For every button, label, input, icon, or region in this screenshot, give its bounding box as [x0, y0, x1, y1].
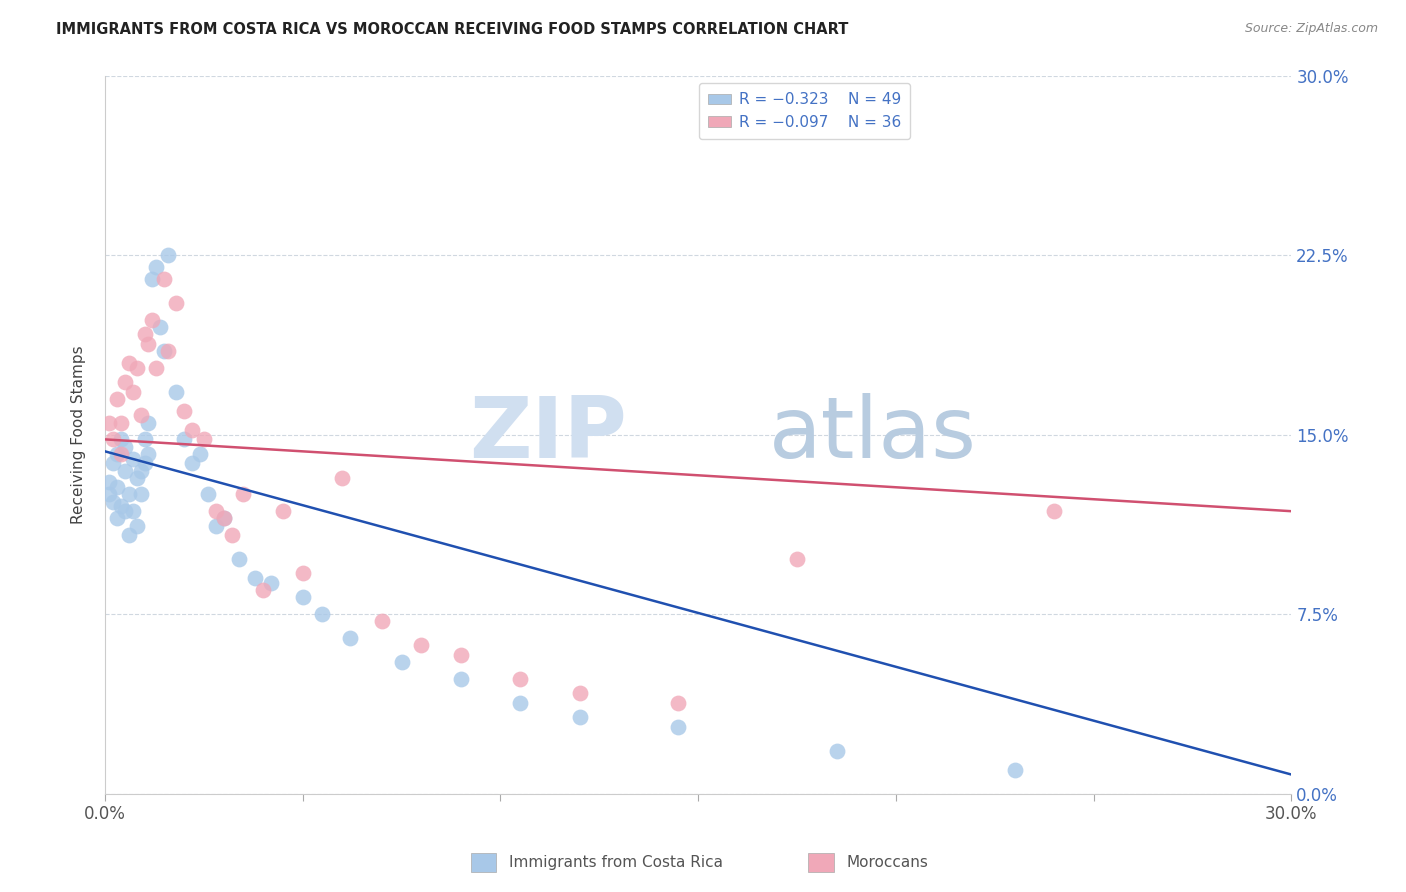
- Point: [204, 504, 226, 518]
- Point: [134, 327, 156, 342]
- Point: [138, 336, 160, 351]
- Point: [118, 356, 141, 370]
- Point: [97, 475, 120, 490]
- Point: [145, 260, 167, 274]
- Point: [568, 686, 591, 700]
- Point: [114, 375, 136, 389]
- Point: [138, 416, 160, 430]
- Point: [118, 528, 141, 542]
- Point: [330, 471, 353, 485]
- Point: [114, 440, 136, 454]
- Point: [121, 451, 143, 466]
- Point: [173, 433, 195, 447]
- Point: [450, 648, 472, 662]
- Point: [212, 511, 235, 525]
- Text: atlas: atlas: [769, 393, 977, 476]
- Point: [568, 710, 591, 724]
- Point: [411, 638, 433, 652]
- Point: [129, 487, 152, 501]
- Point: [181, 423, 204, 437]
- Point: [666, 720, 689, 734]
- Point: [110, 447, 132, 461]
- Point: [245, 571, 267, 585]
- Point: [311, 607, 333, 621]
- Text: Source: ZipAtlas.com: Source: ZipAtlas.com: [1244, 22, 1378, 36]
- Point: [105, 447, 128, 461]
- Point: [450, 672, 472, 686]
- Point: [157, 248, 180, 262]
- Point: [260, 576, 283, 591]
- Point: [105, 480, 128, 494]
- Text: ZIP: ZIP: [470, 393, 627, 476]
- Point: [121, 384, 143, 399]
- Point: [125, 360, 148, 375]
- Point: [125, 471, 148, 485]
- Text: Immigrants from Costa Rica: Immigrants from Costa Rica: [509, 855, 723, 870]
- Point: [291, 566, 314, 581]
- Point: [391, 655, 413, 669]
- Point: [666, 696, 689, 710]
- Point: [110, 416, 132, 430]
- Text: Moroccans: Moroccans: [846, 855, 928, 870]
- Point: [149, 319, 172, 334]
- Point: [165, 384, 187, 399]
- Point: [1004, 763, 1026, 777]
- Point: [221, 528, 243, 542]
- Point: [291, 591, 314, 605]
- Point: [153, 272, 176, 286]
- Y-axis label: Receiving Food Stamps: Receiving Food Stamps: [72, 345, 86, 524]
- Point: [232, 487, 254, 501]
- Point: [509, 696, 531, 710]
- Point: [129, 409, 152, 423]
- Point: [145, 360, 167, 375]
- Point: [252, 583, 274, 598]
- Point: [181, 456, 204, 470]
- Point: [138, 447, 160, 461]
- Point: [509, 672, 531, 686]
- Point: [786, 552, 808, 566]
- Point: [110, 433, 132, 447]
- Point: [134, 456, 156, 470]
- Point: [114, 504, 136, 518]
- Point: [1043, 504, 1066, 518]
- Legend: R = −0.323    N = 49, R = −0.097    N = 36: R = −0.323 N = 49, R = −0.097 N = 36: [699, 83, 910, 139]
- Point: [153, 343, 176, 358]
- Point: [228, 552, 250, 566]
- Point: [825, 743, 848, 757]
- Point: [134, 433, 156, 447]
- Point: [125, 518, 148, 533]
- Point: [271, 504, 294, 518]
- Point: [141, 312, 163, 326]
- Point: [105, 392, 128, 406]
- Point: [141, 272, 163, 286]
- Point: [165, 296, 187, 310]
- Point: [105, 511, 128, 525]
- Point: [121, 504, 143, 518]
- Point: [101, 433, 124, 447]
- Point: [157, 343, 180, 358]
- Point: [371, 615, 394, 629]
- Point: [110, 500, 132, 514]
- Point: [97, 416, 120, 430]
- Point: [197, 487, 219, 501]
- Point: [339, 631, 361, 645]
- Point: [114, 463, 136, 477]
- Point: [204, 518, 226, 533]
- Point: [129, 463, 152, 477]
- Point: [97, 487, 120, 501]
- Point: [212, 511, 235, 525]
- Text: IMMIGRANTS FROM COSTA RICA VS MOROCCAN RECEIVING FOOD STAMPS CORRELATION CHART: IMMIGRANTS FROM COSTA RICA VS MOROCCAN R…: [56, 22, 849, 37]
- Point: [118, 487, 141, 501]
- Point: [101, 456, 124, 470]
- Point: [101, 494, 124, 508]
- Point: [193, 433, 215, 447]
- Point: [173, 403, 195, 417]
- Point: [188, 447, 211, 461]
